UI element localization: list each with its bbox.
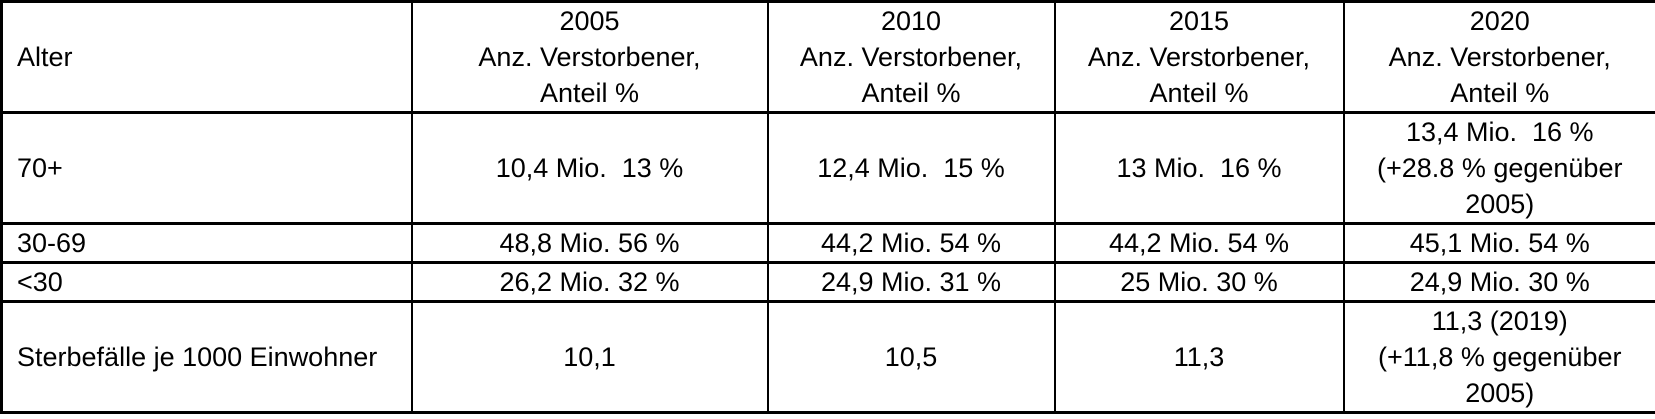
- header-cell-alter: Alter: [0, 0, 413, 114]
- cell-under30-2005: 26,2 Mio. 32 %: [410, 261, 769, 303]
- cell-30-69-2020: 45,1 Mio. 54 %: [1342, 222, 1655, 264]
- header-cell-2020: 2020 Anz. Verstorbener, Anteil %: [1342, 0, 1655, 114]
- table-row-70plus: 70+ 10,4 Mio. 13 % 12,4 Mio. 15 % 13 Mio…: [0, 111, 1655, 225]
- row-label-30-69: 30-69: [0, 222, 413, 264]
- cell-under30-2015: 25 Mio. 30 %: [1053, 261, 1345, 303]
- cell-under30-2010: 24,9 Mio. 31 %: [766, 261, 1056, 303]
- cell-70plus-2020: 13,4 Mio. 16 % (+28.8 % gegenüber 2005): [1342, 111, 1655, 225]
- row-label-deathrate: Sterbefälle je 1000 Einwohner: [0, 300, 413, 414]
- cell-70plus-2005: 10,4 Mio. 13 %: [410, 111, 769, 225]
- header-cell-2015: 2015 Anz. Verstorbener, Anteil %: [1053, 0, 1345, 114]
- header-cell-2010: 2010 Anz. Verstorbener, Anteil %: [766, 0, 1056, 114]
- cell-70plus-2010: 12,4 Mio. 15 %: [766, 111, 1056, 225]
- table-header-row: Alter 2005 Anz. Verstorbener, Anteil % 2…: [0, 0, 1655, 114]
- cell-under30-2020: 24,9 Mio. 30 %: [1342, 261, 1655, 303]
- cell-30-69-2010: 44,2 Mio. 54 %: [766, 222, 1056, 264]
- table-row-under30: <30 26,2 Mio. 32 % 24,9 Mio. 31 % 25 Mio…: [0, 261, 1655, 303]
- header-cell-2005: 2005 Anz. Verstorbener, Anteil %: [410, 0, 769, 114]
- table-row-deathrate: Sterbefälle je 1000 Einwohner 10,1 10,5 …: [0, 300, 1655, 414]
- row-label-70plus: 70+: [0, 111, 413, 225]
- cell-30-69-2015: 44,2 Mio. 54 %: [1053, 222, 1345, 264]
- row-label-under30: <30: [0, 261, 413, 303]
- table-row-30-69: 30-69 48,8 Mio. 56 % 44,2 Mio. 54 % 44,2…: [0, 222, 1655, 264]
- cell-30-69-2005: 48,8 Mio. 56 %: [410, 222, 769, 264]
- cell-70plus-2015: 13 Mio. 16 %: [1053, 111, 1345, 225]
- cell-deathrate-2005: 10,1: [410, 300, 769, 414]
- cell-deathrate-2020: 11,3 (2019) (+11,8 % gegenüber 2005): [1342, 300, 1655, 414]
- cell-deathrate-2015: 11,3: [1053, 300, 1345, 414]
- cell-deathrate-2010: 10,5: [766, 300, 1056, 414]
